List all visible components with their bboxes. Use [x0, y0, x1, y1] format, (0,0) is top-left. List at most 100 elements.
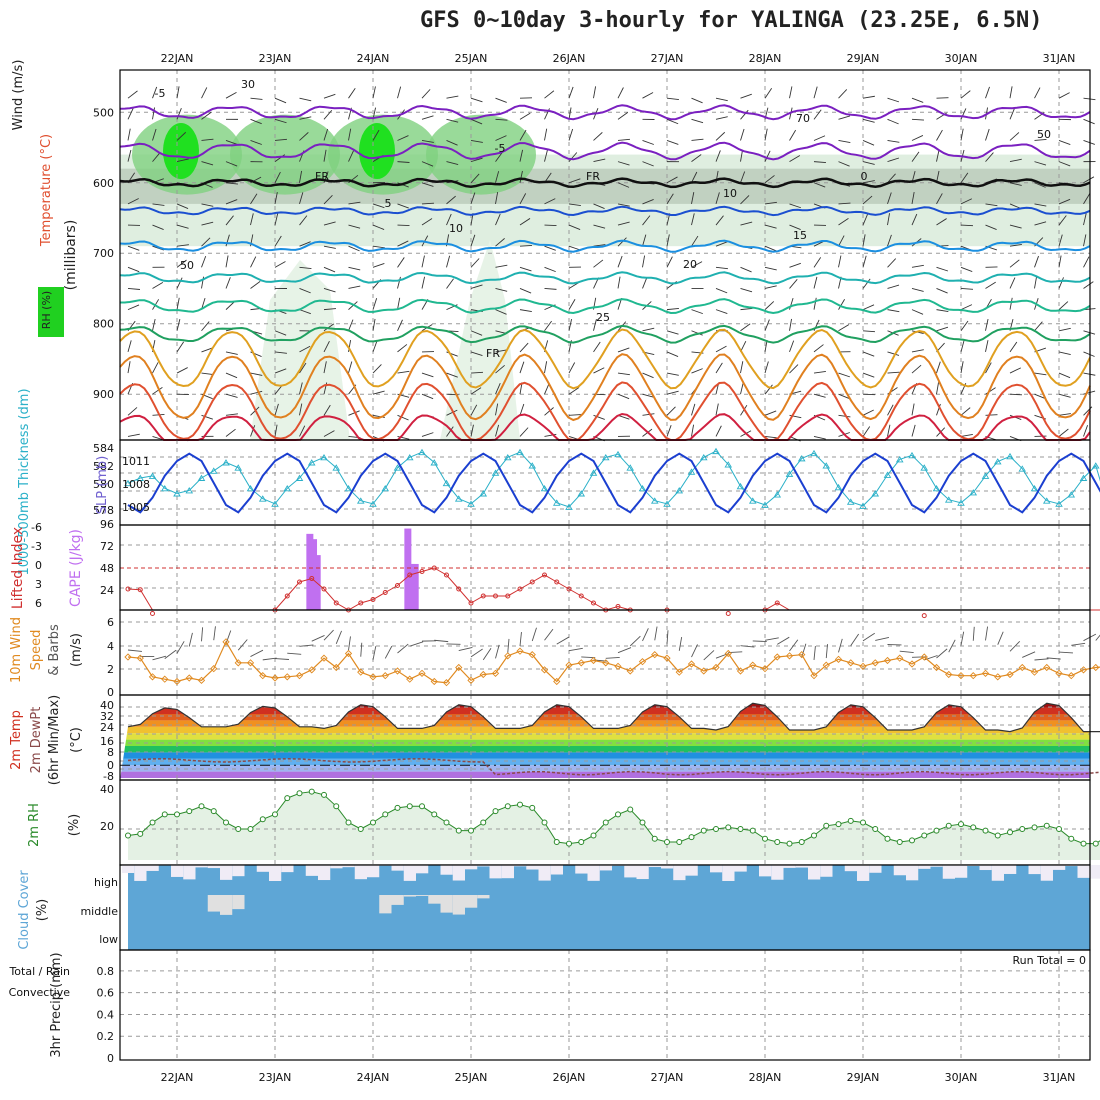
date-label-bottom: 27JAN	[651, 1071, 684, 1084]
wind-barb-10m	[201, 627, 204, 642]
wind-barb	[568, 178, 581, 184]
wind-barb	[568, 414, 582, 416]
wind-tick-label: 0	[107, 686, 114, 699]
wind-barb	[152, 224, 164, 230]
wind-barb	[764, 245, 777, 252]
wind-barb	[1009, 86, 1013, 99]
wind-barb	[421, 182, 434, 187]
wind-barb	[960, 407, 971, 416]
wind-barb	[691, 368, 703, 374]
wind-barb	[887, 140, 900, 143]
wind-barb	[127, 266, 140, 273]
wind-barb	[1083, 176, 1095, 184]
wind-speed-point	[969, 672, 977, 680]
wind-barb	[764, 201, 777, 205]
wind-barb	[421, 202, 435, 205]
lifted-index-point	[395, 583, 400, 588]
wind-speed-point	[553, 677, 561, 686]
cloud-high-gap	[403, 865, 416, 881]
wind-barb-10m	[703, 650, 715, 661]
wind-barb-10m	[458, 646, 473, 651]
wind-barb	[544, 149, 548, 162]
wind-barb	[1058, 234, 1063, 247]
contour-label: 30	[241, 78, 255, 91]
wind-barb	[225, 161, 238, 167]
thickness-point	[675, 487, 684, 494]
wind-barb	[201, 161, 214, 166]
wind-barb	[1083, 118, 1095, 125]
rh-point	[321, 791, 327, 798]
pressure-tick-label: 800	[93, 318, 114, 331]
date-label-top: 24JAN	[357, 52, 390, 65]
lifted-index-point	[456, 586, 462, 592]
wind-barb-10m	[1095, 634, 1100, 641]
wind-barb	[593, 132, 603, 141]
wind-barb	[1083, 213, 1087, 226]
wind-barb	[274, 118, 287, 124]
wind-barb-10m	[948, 639, 956, 653]
thickness-point	[418, 448, 426, 456]
wind-speed-point	[504, 652, 512, 660]
wind-barb	[470, 157, 483, 163]
wind-barb-10m	[225, 630, 232, 644]
rh-point	[590, 832, 597, 839]
wind-barb	[617, 161, 630, 166]
wind-barb	[789, 86, 793, 99]
wind-barb	[813, 182, 826, 188]
wind-barb	[936, 218, 947, 226]
rh-point	[970, 824, 977, 831]
wind-speed-point	[148, 673, 157, 681]
wind-barb	[715, 192, 720, 205]
wind-speed-point	[761, 665, 769, 673]
cape-tick-label: 24	[100, 584, 114, 597]
wind-barb	[1034, 393, 1046, 400]
wind-barb	[1083, 256, 1090, 268]
wind-barb	[299, 215, 308, 226]
wind-barb	[225, 301, 236, 310]
wind-barb	[250, 140, 262, 145]
wind-speed-point	[357, 668, 365, 676]
wind-speed-point	[1067, 672, 1075, 680]
wind-speed-point	[418, 669, 426, 677]
thickness-point	[1079, 474, 1088, 481]
rh-point	[566, 840, 572, 847]
contour-label: FR	[586, 170, 600, 183]
wind-barb	[348, 285, 361, 289]
temp-band	[120, 771, 1090, 778]
wind-barb	[250, 390, 263, 395]
wind-barb	[985, 86, 990, 99]
rh-point	[664, 839, 670, 845]
thickness-point	[393, 464, 402, 471]
wind-barb	[299, 345, 311, 353]
slp-tick-label: 1011	[122, 455, 150, 468]
wind-barb	[568, 128, 574, 141]
wind-barb	[544, 361, 548, 374]
wind-barb	[225, 372, 238, 379]
wind-barb	[936, 326, 949, 332]
wind-barb	[421, 140, 434, 143]
contour-label: 25	[596, 311, 610, 324]
thickness-point	[797, 454, 806, 462]
wind-speed-point	[589, 656, 598, 665]
wind-speed-point	[369, 673, 377, 681]
wind-barb	[789, 298, 794, 310]
slp-line	[127, 452, 1100, 514]
wind-barb	[642, 140, 654, 145]
rh-area	[128, 791, 1100, 860]
wind-barb	[470, 140, 483, 143]
rh-point	[149, 819, 156, 826]
wind-barb	[176, 224, 189, 229]
wind-barb	[470, 387, 482, 395]
cloud-high-gap	[636, 865, 649, 880]
wind-barb	[666, 330, 679, 335]
wind-barb	[176, 297, 180, 310]
wind-barb	[1009, 224, 1022, 229]
rh-point	[884, 835, 891, 842]
wind-barb	[1058, 277, 1064, 289]
wind-barb	[225, 234, 230, 247]
cloud-high-gap	[942, 865, 955, 879]
wind-barb-10m	[825, 644, 828, 659]
precip-total-label: Total / Rain	[8, 965, 70, 978]
wind-barb	[691, 97, 703, 104]
wind-barb	[862, 180, 875, 184]
